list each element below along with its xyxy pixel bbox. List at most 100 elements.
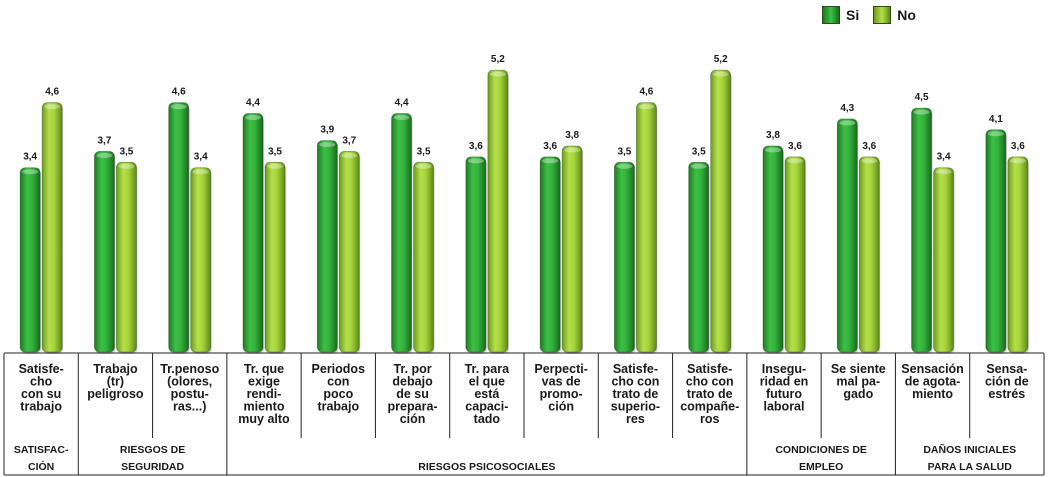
group-label-0: SATISFAC-CIÓN xyxy=(14,444,69,473)
bar-highlight xyxy=(44,104,61,110)
bar-no-8[interactable] xyxy=(636,102,657,353)
bar-no-0[interactable] xyxy=(41,102,63,353)
bar-si-0[interactable] xyxy=(19,167,41,353)
value-label-no-8: 4,6 xyxy=(639,87,653,98)
bar-highlight xyxy=(638,104,655,110)
bar-si-1[interactable] xyxy=(94,151,115,353)
value-label-si-1: 3,7 xyxy=(97,135,111,146)
category-label-8: Satisfe-cho con trato de superio-res xyxy=(611,362,660,426)
bar-highlight xyxy=(712,71,729,77)
legend: Si No xyxy=(822,6,916,24)
bar-no-6[interactable] xyxy=(487,69,509,353)
bar-no-12[interactable] xyxy=(933,167,954,353)
category-label-1: Trabajo (tr) peligroso xyxy=(87,362,144,401)
category-label-9: Satisfe-cho con trato de compañe-ros xyxy=(680,362,739,426)
bar-highlight xyxy=(935,169,952,175)
value-label-si-13: 4,1 xyxy=(989,114,1003,125)
bar-highlight xyxy=(564,147,581,153)
bar-highlight xyxy=(542,158,559,164)
bar-si-8[interactable] xyxy=(614,161,635,353)
bar-si-4[interactable] xyxy=(316,140,338,353)
value-label-no-12: 3,4 xyxy=(937,152,951,163)
bar-highlight xyxy=(267,163,283,169)
bar-highlight xyxy=(118,163,135,169)
bar-highlight xyxy=(96,152,113,158)
bar-no-11[interactable] xyxy=(858,156,880,353)
group-label-3: CONDICIONES DE EMPLEO xyxy=(775,444,867,473)
value-label-no-4: 3,7 xyxy=(342,135,356,146)
bar-highlight xyxy=(787,158,803,164)
value-label-no-11: 3,6 xyxy=(862,141,876,152)
value-label-si-4: 3,9 xyxy=(320,125,334,136)
bar-si-3[interactable] xyxy=(242,113,264,353)
group-label-2: RIESGOS PSICOSOCIALES xyxy=(418,461,555,473)
bar-highlight xyxy=(192,169,209,175)
bar-no-2[interactable] xyxy=(190,167,212,353)
bars-layer xyxy=(19,69,1029,355)
bar-highlight xyxy=(489,71,506,77)
bar-highlight xyxy=(1009,158,1026,164)
legend-swatch-si xyxy=(822,6,840,24)
value-label-si-6: 3,6 xyxy=(469,141,483,152)
category-label-11: Se siente mal pa-gado xyxy=(831,362,886,401)
bar-si-6[interactable] xyxy=(465,156,487,353)
bar-highlight xyxy=(319,142,336,148)
bar-si-5[interactable] xyxy=(391,113,412,353)
legend-label-si: Si xyxy=(846,7,860,23)
value-label-no-3: 3,5 xyxy=(268,146,282,157)
bar-highlight xyxy=(913,109,930,115)
bar-no-13[interactable] xyxy=(1007,156,1029,353)
value-label-no-13: 3,6 xyxy=(1011,141,1025,152)
legend-label-no: No xyxy=(897,7,916,23)
bar-highlight xyxy=(616,163,633,169)
category-label-0: Satisfe-cho con su trabajo xyxy=(19,362,64,414)
group-label-1: RIESGOS DE SEGURIDAD xyxy=(120,444,185,473)
bar-no-1[interactable] xyxy=(116,161,137,353)
value-label-si-3: 4,4 xyxy=(246,98,260,109)
bar-highlight xyxy=(467,158,484,164)
category-label-3: Tr. que exige rendi-miento muy alto xyxy=(238,362,290,426)
bar-highlight xyxy=(987,131,1004,137)
value-label-no-9: 5,2 xyxy=(714,54,728,65)
bar-si-9[interactable] xyxy=(688,161,710,353)
legend-swatch-no xyxy=(873,6,892,24)
bar-no-4[interactable] xyxy=(338,151,360,353)
bar-highlight xyxy=(861,158,878,164)
bar-no-5[interactable] xyxy=(413,161,434,353)
bar-highlight xyxy=(170,104,187,110)
bar-si-13[interactable] xyxy=(985,129,1007,353)
bar-highlight xyxy=(341,152,358,158)
value-labels-layer: 3,4 4,6 3,7 3,5 4,6 3,4 4,4 3,5 3,9 3,7 4,4 3,5 3,6 5… xyxy=(23,54,1025,163)
value-label-si-8: 3,5 xyxy=(617,146,631,157)
value-label-si-2: 4,6 xyxy=(172,87,186,98)
value-label-no-6: 5,2 xyxy=(491,54,505,65)
group-label-4: DAÑOS INICIALES PARA LA SALUD xyxy=(923,443,1016,473)
bar-si-2[interactable] xyxy=(168,102,190,353)
bar-no-10[interactable] xyxy=(784,156,806,353)
bar-si-7[interactable] xyxy=(539,156,561,353)
value-label-no-7: 3,8 xyxy=(565,130,579,141)
bar-highlight xyxy=(393,115,410,121)
value-label-no-10: 3,6 xyxy=(788,141,802,152)
value-label-si-12: 4,5 xyxy=(915,92,929,103)
category-label-7: Perpecti-vas de promo-ción xyxy=(534,362,588,414)
bar-no-9[interactable] xyxy=(710,69,732,353)
category-label-2: Tr.penoso (olores, postu-ras...) xyxy=(160,362,219,414)
bar-no-3[interactable] xyxy=(264,161,286,353)
bar-si-11[interactable] xyxy=(836,118,858,353)
category-label-6: Tr. para el que está capaci-tado xyxy=(465,362,511,426)
category-label-5: Tr. por debajo de su prepara-ción xyxy=(388,362,438,426)
category-label-13: Sensa-ción de estrés xyxy=(985,362,1029,401)
bar-highlight xyxy=(690,163,707,169)
category-table: Satisfe-cho con su trabajo Trabajo (tr) pelig… xyxy=(3,352,1045,476)
category-label-12: Sensación de agota-miento xyxy=(901,362,964,401)
legend-item-si[interactable]: Si xyxy=(822,6,859,24)
bar-highlight xyxy=(765,147,781,153)
bar-si-12[interactable] xyxy=(911,107,932,353)
bar-no-7[interactable] xyxy=(561,145,583,353)
value-label-si-0: 3,4 xyxy=(23,152,37,163)
category-label-10: Insegu-ridad en futuro laboral xyxy=(760,362,809,414)
bar-si-10[interactable] xyxy=(762,145,784,353)
legend-item-no[interactable]: No xyxy=(873,6,916,24)
